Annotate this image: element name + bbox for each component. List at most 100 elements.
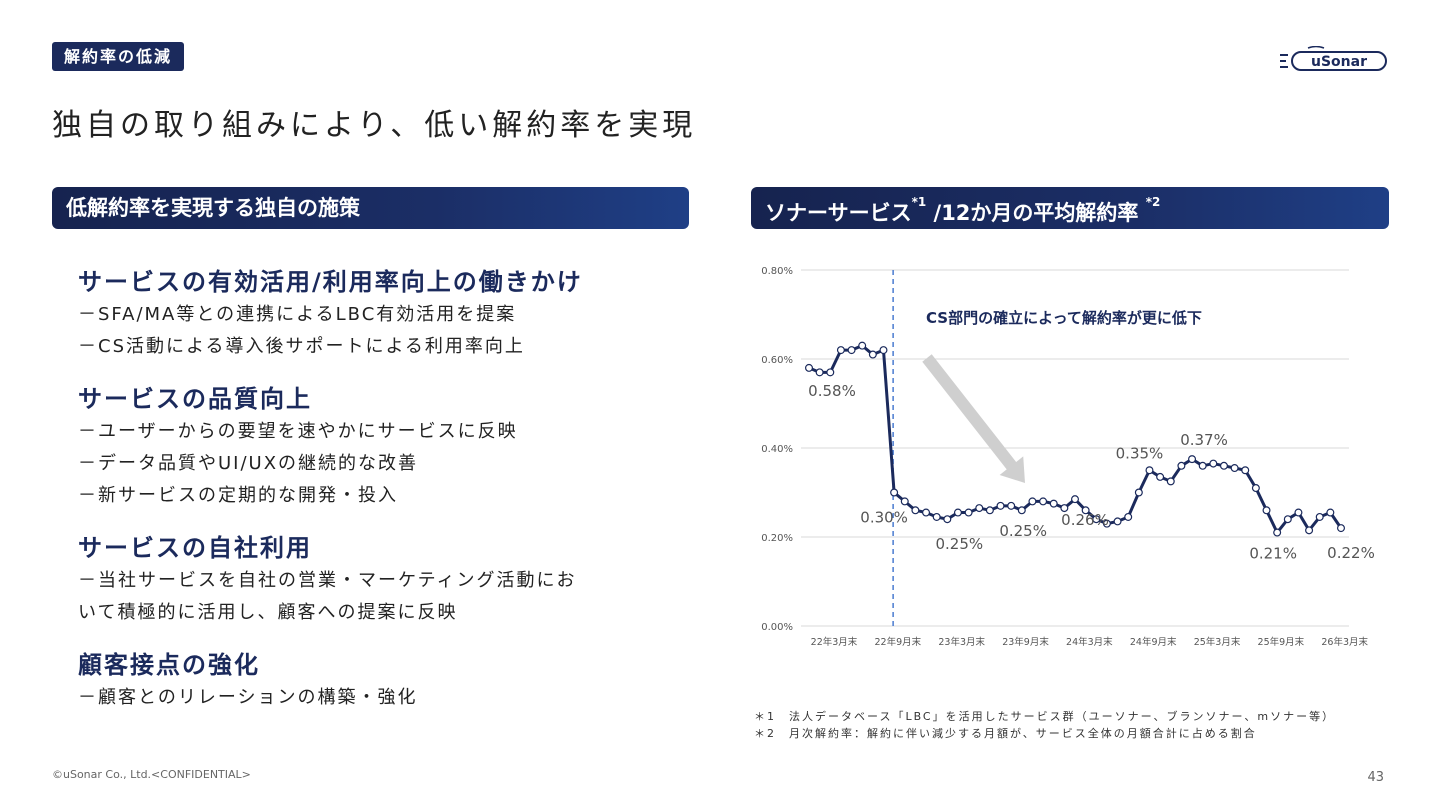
trend-arrow-icon xyxy=(922,354,1026,483)
data-point xyxy=(1262,506,1271,515)
y-tick-label: 0.80% xyxy=(761,266,793,277)
measure-line: －顧客とのリレーションの構築・強化 xyxy=(78,687,418,708)
x-tick-label: 25年3月末 xyxy=(1194,636,1241,648)
data-point xyxy=(1241,466,1250,475)
x-tick-label: 26年3月末 xyxy=(1321,636,1368,648)
churn-rate-chart: 0.00% 0.20% 0.40% 0.60% 0.80% 22年3月末 22年9月末 23年… xyxy=(761,266,1375,648)
data-point xyxy=(1219,461,1228,470)
y-tick-label: 0.00% xyxy=(761,622,793,633)
measure-line: －ユーザーからの要望を速やかにサービスに反映 xyxy=(78,421,518,442)
measure-line: いて積極的に活用し、顧客への提案に反映 xyxy=(78,602,458,623)
data-point xyxy=(1049,499,1058,508)
data-label: 0.30% xyxy=(860,509,908,527)
measure-group: サービスの自社利用 －当社サービスを自社の営業・マーケティング活動にお いて積極… xyxy=(78,528,678,629)
data-point xyxy=(1071,495,1080,504)
data-label: 0.37% xyxy=(1180,431,1228,449)
data-point xyxy=(815,368,824,377)
measure-group: サービスの品質向上 －ユーザーからの要望を速やかにサービスに反映 －データ品質や… xyxy=(78,379,678,512)
data-point xyxy=(1134,488,1143,497)
data-point xyxy=(836,346,845,355)
data-point xyxy=(1294,508,1303,517)
data-point xyxy=(1326,508,1335,517)
data-point xyxy=(1230,464,1239,473)
data-point xyxy=(1315,512,1324,521)
chart-heading: ソナーサービス*1 /12か月の平均解約率 *2 xyxy=(751,187,1389,229)
data-point xyxy=(890,488,899,497)
measure-line: －データ品質やUI/UXの継続的な改善 xyxy=(78,453,419,474)
logo-text: uSonar xyxy=(1311,54,1367,70)
data-point xyxy=(1007,501,1016,510)
measures-list: サービスの有効活用/利用率向上の働きかけ －SFA/MA等との連携によるLBC有… xyxy=(78,262,678,730)
data-point xyxy=(826,368,835,377)
data-point xyxy=(1156,472,1165,481)
data-point xyxy=(858,341,867,350)
x-tick-label: 22年9月末 xyxy=(875,636,922,648)
y-tick-label: 0.40% xyxy=(761,444,793,455)
footnote-1: ＊1 法人データベース「LBC」を活用したサービス群（ユーソナー、ブランソナー、… xyxy=(754,710,1336,723)
data-point xyxy=(1017,506,1026,515)
annotation-text: CS部門の確立によって解約率が更に低下 xyxy=(926,309,1202,327)
measure-title: サービスの自社利用 xyxy=(78,534,312,562)
measure-line: －CS活動による導入後サポートによる利用率向上 xyxy=(78,336,525,357)
data-point xyxy=(1188,455,1197,464)
data-point xyxy=(1039,497,1048,506)
data-label: 0.21% xyxy=(1249,545,1297,563)
data-point xyxy=(804,363,813,372)
data-point xyxy=(1251,484,1260,493)
measure-title: サービスの有効活用/利用率向上の働きかけ xyxy=(78,268,583,296)
chart-heading-sup1: *1 xyxy=(911,195,927,209)
y-tick-label: 0.60% xyxy=(761,355,793,366)
data-point xyxy=(847,346,856,355)
data-point xyxy=(1124,512,1133,521)
data-point xyxy=(985,506,994,515)
data-point xyxy=(911,506,920,515)
data-point xyxy=(1092,515,1101,524)
data-label: 0.26% xyxy=(1061,511,1109,529)
x-tick-label: 23年9月末 xyxy=(1002,636,1049,648)
data-point xyxy=(996,501,1005,510)
series-line xyxy=(808,344,1343,535)
data-point xyxy=(1177,461,1186,470)
data-point xyxy=(1102,519,1111,528)
data-point xyxy=(1283,515,1292,524)
data-label: 0.35% xyxy=(1116,444,1164,462)
data-label: 0.58% xyxy=(808,382,856,400)
footnote-2: ＊2 月次解約率：解約に伴い減少する月額が、サービス全体の月額合計に占める割合 xyxy=(754,727,1257,740)
section-tag: 解約率の低減 xyxy=(52,42,185,71)
x-tick-label: 23年3月末 xyxy=(938,636,985,648)
data-point xyxy=(900,497,909,506)
data-point xyxy=(1273,528,1282,537)
data-point xyxy=(964,508,973,517)
data-point xyxy=(1113,517,1122,526)
page-number: 43 xyxy=(1367,770,1384,785)
data-point xyxy=(868,350,877,359)
data-point xyxy=(1198,461,1207,470)
data-point xyxy=(1145,466,1154,475)
x-tick-label: 22年3月末 xyxy=(811,636,858,648)
measure-line: －新サービスの定期的な開発・投入 xyxy=(78,485,398,506)
data-point xyxy=(1305,526,1314,535)
data-point xyxy=(1336,524,1345,533)
data-point xyxy=(975,504,984,513)
data-point xyxy=(932,512,941,521)
usonar-logo: uSonar xyxy=(1280,46,1387,71)
measure-line: －SFA/MA等との連携によるLBC有効活用を提案 xyxy=(78,304,517,325)
page-title: 独自の取り組みにより、低い解約率を実現 xyxy=(52,108,697,143)
data-point xyxy=(1209,459,1218,468)
x-tick-label: 25年9月末 xyxy=(1258,636,1305,648)
chart-heading-sup2: *2 xyxy=(1145,195,1161,209)
data-label: 0.22% xyxy=(1327,544,1375,562)
data-point xyxy=(1028,497,1037,506)
measure-line: －当社サービスを自社の営業・マーケティング活動にお xyxy=(78,570,577,591)
y-tick-label: 0.20% xyxy=(761,533,793,544)
measure-title: 顧客接点の強化 xyxy=(78,651,260,679)
data-label: 0.25% xyxy=(935,535,983,553)
data-point xyxy=(922,508,931,517)
data-point xyxy=(1166,477,1175,486)
x-tick-label: 24年9月末 xyxy=(1130,636,1177,648)
copyright: ©uSonar Co., Ltd.<CONFIDENTIAL> xyxy=(52,768,251,781)
data-point xyxy=(953,508,962,517)
measure-group: サービスの有効活用/利用率向上の働きかけ －SFA/MA等との連携によるLBC有… xyxy=(78,262,678,363)
chart-heading-main: ソナーサービス xyxy=(765,201,912,225)
data-point xyxy=(1081,506,1090,515)
